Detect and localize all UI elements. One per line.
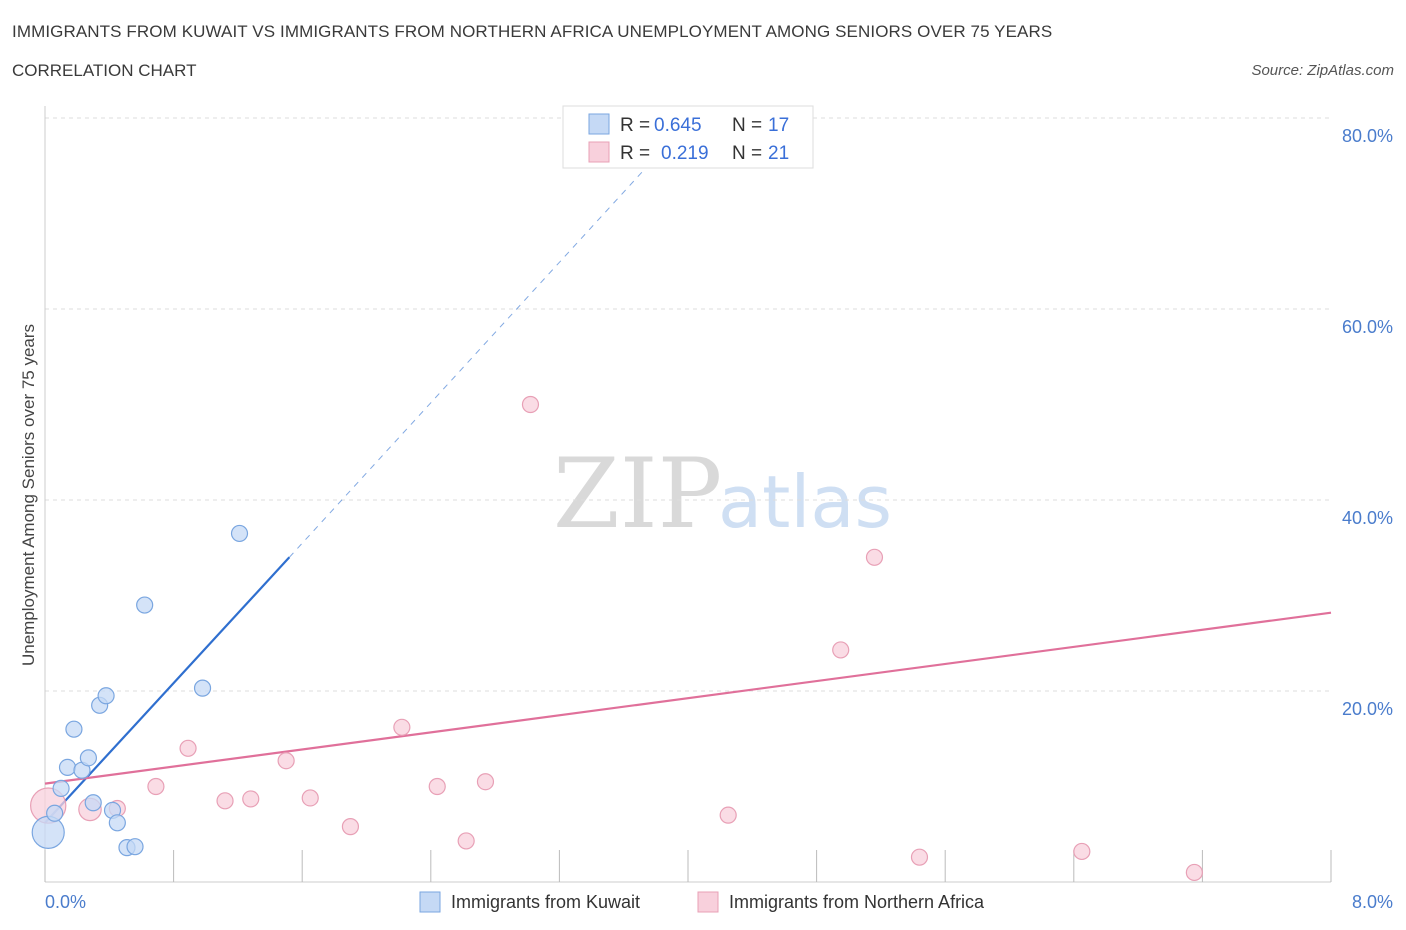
point-nafrica (277, 752, 295, 770)
point-nafrica (428, 777, 446, 796)
x-tick-label-max: 8.0% (1352, 892, 1393, 912)
legend-swatch-nafrica (588, 141, 610, 163)
x-tick-label-min: 0.0% (45, 892, 86, 912)
point-nafrica (147, 777, 165, 796)
point-nafrica (476, 773, 495, 791)
legend-n-value-nafrica: 21 (768, 143, 789, 164)
legend-r-label-kuwait: R = (620, 115, 650, 136)
point-nafrica (910, 848, 929, 866)
legend-n-value-kuwait: 17 (768, 115, 789, 136)
trendline-nafrica (44, 611, 1332, 785)
point-kuwait (108, 814, 126, 832)
bottom-legend-swatch-kuwait (419, 891, 441, 913)
point-nafrica (179, 739, 197, 757)
point-kuwait (97, 687, 115, 705)
grid-lines (45, 117, 1331, 692)
y-tick-label: 20.0% (1342, 699, 1393, 719)
point-nafrica (1073, 842, 1091, 861)
trendline-kuwait (44, 556, 291, 824)
source-label: Source: ZipAtlas.com (1251, 62, 1394, 79)
point-kuwait (136, 596, 154, 614)
y-axis-label: Unemployment Among Seniors over 75 years (19, 324, 38, 666)
legend-swatch-kuwait (588, 113, 610, 135)
legend-r-value-nafrica: 0.219 (661, 143, 709, 164)
point-nafrica (865, 548, 884, 566)
trend-lines (44, 165, 1332, 824)
legend-r-value-kuwait: 0.645 (654, 115, 702, 136)
point-nafrica (393, 718, 411, 736)
point-nafrica (301, 789, 319, 807)
point-nafrica (832, 641, 850, 659)
legend-n-label-kuwait: N = (732, 115, 762, 136)
point-kuwait (46, 804, 64, 822)
point-nafrica (242, 790, 260, 808)
point-nafrica (216, 792, 234, 810)
point-nafrica (521, 395, 540, 414)
point-nafrica (1185, 863, 1203, 882)
top-legend: R = 0.645 N = 17 R = 0.219 N = 21 (562, 105, 814, 169)
chart-title: IMMIGRANTS FROM KUWAIT VS IMMIGRANTS FRO… (12, 22, 1053, 41)
bottom-legend-label-nafrica: Immigrants from Northern Africa (729, 892, 985, 912)
trendline-extension-kuwait (288, 165, 649, 558)
watermark-zip: ZIP (553, 438, 722, 550)
point-kuwait (79, 749, 98, 767)
legend-n-label-nafrica: N = (732, 143, 762, 164)
point-kuwait (193, 679, 212, 697)
point-kuwait (58, 758, 77, 777)
bottom-legend: Immigrants from Kuwait Immigrants from N… (419, 891, 985, 913)
y-tick-label: 80.0% (1342, 126, 1393, 146)
point-kuwait (65, 720, 83, 738)
point-kuwait (52, 779, 70, 798)
bottom-legend-swatch-nafrica (697, 891, 719, 913)
legend-r-label-nafrica: R = (620, 143, 650, 164)
y-tick-label: 40.0% (1342, 508, 1393, 528)
y-tick-label: 60.0% (1342, 317, 1393, 337)
watermark-atlas: atlas (718, 460, 892, 544)
bottom-legend-label-kuwait: Immigrants from Kuwait (451, 892, 640, 912)
point-kuwait (31, 815, 65, 849)
chart-subtitle: CORRELATION CHART (12, 61, 197, 80)
point-nafrica (457, 832, 475, 850)
data-points (30, 395, 1203, 882)
point-nafrica (341, 818, 360, 836)
point-kuwait (230, 524, 249, 543)
point-kuwait (84, 794, 102, 812)
axes: 20.0% 40.0% 60.0% 80.0% 0.0% 8.0% (44, 106, 1393, 912)
point-nafrica (719, 806, 737, 824)
point-kuwait (126, 838, 144, 856)
